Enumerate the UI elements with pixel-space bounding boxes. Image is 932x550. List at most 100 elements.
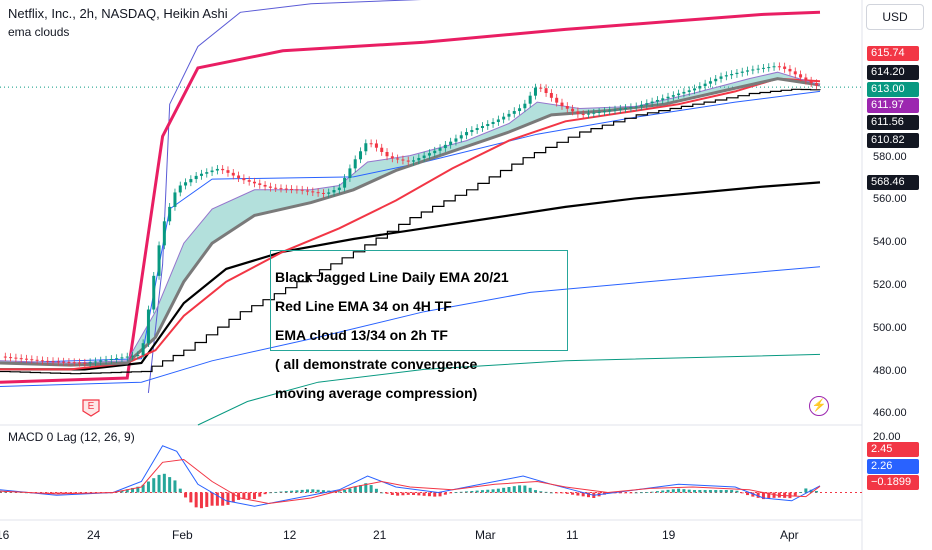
- price-tick-label: 560.00: [873, 193, 907, 206]
- candle-body: [443, 144, 447, 149]
- candle-body: [396, 158, 400, 160]
- candle-body: [14, 357, 18, 359]
- macd-histogram-bar: [454, 492, 458, 494]
- candle-body: [125, 356, 129, 358]
- candle-body: [533, 87, 537, 96]
- candle-body: [719, 76, 723, 79]
- macd-histogram-bar: [396, 492, 400, 496]
- macd-tag: 2.26: [867, 459, 919, 474]
- candle-body: [290, 188, 294, 190]
- macd-histogram-bar: [618, 492, 622, 494]
- chart-title: Netflix, Inc., 2h, NASDAQ, Heikin Ashi: [8, 6, 228, 21]
- candle-body: [629, 107, 633, 109]
- candle-body: [189, 179, 193, 183]
- macd-histogram-bar: [788, 492, 792, 499]
- candle-body: [120, 357, 124, 359]
- candle-body: [427, 153, 431, 156]
- candle-body: [215, 168, 219, 171]
- macd-histogram-bar: [210, 492, 214, 506]
- candle-body: [295, 189, 299, 191]
- candle-body: [661, 98, 665, 100]
- macd-pane: [0, 445, 821, 509]
- candle-body: [613, 109, 617, 111]
- candle-body: [205, 172, 209, 174]
- macd-histogram-bar: [184, 492, 188, 498]
- candle-body: [237, 175, 241, 179]
- macd-histogram-bar: [162, 473, 166, 493]
- candle-body: [258, 183, 262, 185]
- lower-blue-band-line: [0, 266, 821, 387]
- candle-body: [321, 192, 325, 194]
- candle-body: [438, 148, 442, 151]
- macd-histogram-bar: [549, 492, 553, 494]
- candle-body: [491, 122, 495, 125]
- macd-histogram-bar: [364, 483, 368, 493]
- candle-body: [327, 192, 331, 194]
- time-tick-label: Feb: [172, 528, 193, 542]
- macd-histogram-bar: [634, 492, 638, 494]
- earnings-marker-icon[interactable]: E: [82, 399, 100, 417]
- candle-body: [3, 356, 7, 358]
- candle-body: [40, 360, 44, 362]
- candle-body: [152, 275, 156, 310]
- macd-histogram-bar: [284, 491, 288, 493]
- candle-body: [793, 71, 797, 75]
- macd-histogram-bar: [571, 492, 575, 495]
- candle-body: [586, 113, 590, 115]
- candle-body: [226, 170, 230, 173]
- candle-body: [157, 245, 161, 276]
- macd-histogram-bar: [507, 487, 511, 493]
- candle-body: [475, 128, 479, 131]
- dividend-bolt-icon[interactable]: ⚡: [809, 396, 829, 416]
- macd-histogram-bar: [274, 491, 278, 493]
- macd-histogram-bar: [131, 487, 135, 493]
- candle-body: [88, 362, 92, 364]
- macd-histogram-bar: [146, 481, 150, 493]
- price-tick-label: 580.00: [873, 150, 907, 163]
- price-tag: 614.20: [867, 65, 919, 80]
- annotation-line: moving average compression): [275, 384, 478, 401]
- candle-body: [242, 178, 246, 181]
- macd-histogram-bar: [194, 492, 198, 508]
- candle-body: [486, 124, 490, 127]
- candle-body: [19, 358, 23, 360]
- macd-histogram-bar: [337, 491, 341, 493]
- macd-histogram-bar: [804, 488, 808, 493]
- earnings-label: E: [87, 401, 95, 412]
- candle-body: [115, 358, 119, 360]
- candle-body: [173, 192, 177, 207]
- annotation-box[interactable]: Black Jagged Line Daily EMA 20/21 Red Li…: [270, 250, 568, 400]
- macd-histogram-bar: [343, 489, 347, 493]
- macd-histogram-bar: [767, 492, 771, 499]
- price-tick-label: 500.00: [873, 321, 907, 334]
- time-tick-label: Mar: [475, 528, 496, 542]
- macd-histogram-bar: [290, 490, 294, 493]
- candle-body: [284, 188, 288, 190]
- currency-button[interactable]: USD: [866, 4, 924, 30]
- macd-histogram-bar: [401, 492, 405, 496]
- candle-body: [767, 67, 771, 69]
- candle-body: [263, 184, 267, 187]
- candle-body: [459, 135, 463, 139]
- macd-histogram-bar: [306, 489, 309, 493]
- candle-body: [343, 178, 347, 188]
- candle-body: [337, 187, 341, 191]
- candle-body: [708, 81, 712, 84]
- price-tag: 611.97: [867, 98, 919, 113]
- macd-histogram-bar: [814, 491, 818, 493]
- candle-body: [162, 221, 166, 246]
- candle-body: [496, 119, 500, 123]
- upper-red-band-line: [0, 10, 821, 384]
- time-tick-label: 16: [0, 528, 10, 542]
- candle-body: [9, 357, 13, 359]
- candle-body: [30, 359, 34, 361]
- macd-histogram-bar: [136, 486, 140, 493]
- macd-histogram-bar: [693, 490, 697, 493]
- candle-body: [316, 192, 320, 194]
- time-tick-label: 19: [662, 528, 676, 542]
- candle-body: [433, 150, 437, 154]
- candle-body: [454, 138, 458, 142]
- candle-body: [306, 190, 309, 192]
- macd-histogram-bar: [714, 490, 718, 493]
- macd-histogram-bar: [374, 488, 378, 493]
